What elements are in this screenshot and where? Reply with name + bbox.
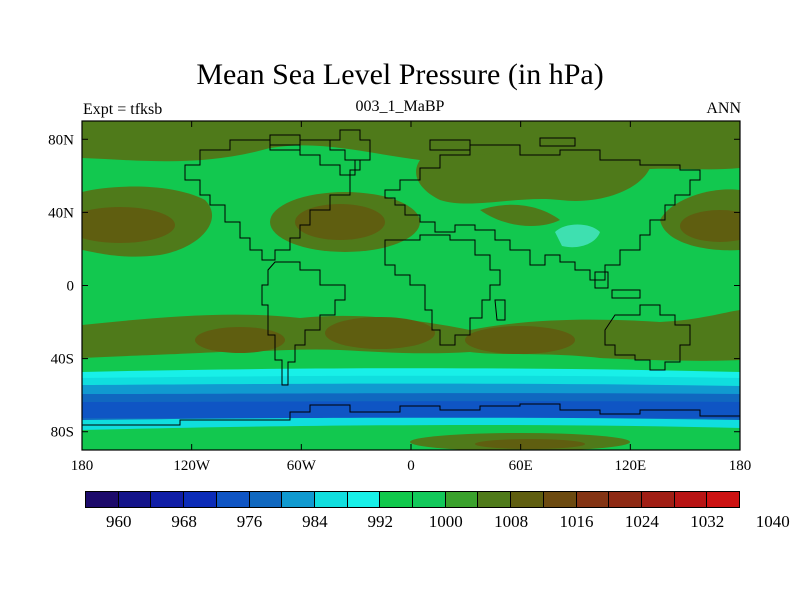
coastline-africa	[384, 234, 501, 346]
season-label: ANN	[706, 100, 741, 117]
colorbar-swatch	[249, 492, 283, 508]
colorbar-swatch	[347, 492, 381, 508]
y-tick-label: 80N	[48, 132, 74, 148]
field-south-pacific-core	[195, 327, 285, 353]
colorbar-swatch	[184, 492, 217, 508]
pressure-field-layer	[82, 121, 740, 450]
x-tick-label: 60E	[509, 458, 533, 474]
x-tick-label: 120W	[173, 458, 211, 474]
colorbar-swatch	[576, 492, 610, 508]
coastline-madagascar	[494, 299, 506, 321]
colorbar-label: 1000	[428, 512, 463, 531]
colorbar-label: 1032	[690, 512, 725, 531]
colorbar-swatch	[609, 492, 642, 508]
colorbar-label: 1040	[755, 512, 790, 531]
coastline-antarctica	[82, 403, 740, 426]
chart-title: Mean Sea Level Pressure (in hPa)	[196, 58, 604, 91]
x-tick-label: 0	[407, 458, 415, 474]
field-eurasian-high	[416, 153, 650, 204]
field-antarctic-core	[475, 439, 585, 449]
time-label: 003_1_MaBP	[355, 98, 445, 115]
experiment-label: Expt = tfksb	[83, 101, 163, 118]
coastline-eurasia	[384, 144, 701, 281]
colorbar-label: 992	[367, 512, 394, 531]
colorbar-swatch	[707, 492, 741, 508]
colorbar-label: 984	[302, 512, 328, 531]
x-tick-label: 120E	[614, 458, 646, 474]
axis-tick-labels: 180 120W 60W 0 60E 120E 180 80N 40N 0 40S 80S	[48, 132, 751, 474]
colorbar-swatch	[674, 492, 708, 508]
colorbar-swatch	[380, 492, 414, 508]
coastline-indonesia	[594, 271, 641, 299]
colorbar-label: 960	[105, 512, 132, 531]
coastline-greenland	[299, 129, 371, 176]
colorbar-swatch	[282, 492, 315, 508]
field-north-atlantic-core	[295, 204, 385, 240]
colorbar-swatch	[543, 492, 577, 508]
x-tick-label: 180	[729, 458, 752, 474]
y-tick-label: 0	[67, 279, 75, 295]
y-tick-label: 40S	[51, 352, 74, 368]
field-indian-ocean-core	[465, 326, 575, 354]
colorbar-swatch	[445, 492, 479, 508]
colorbar-swatch	[314, 492, 348, 508]
axis-ticks	[81, 121, 741, 450]
y-tick-label: 40N	[48, 205, 74, 221]
field-north-pacific-core	[82, 207, 175, 243]
colorbar-swatch	[511, 492, 544, 508]
colorbar-swatch	[216, 492, 250, 508]
coastlines	[82, 129, 740, 426]
y-tick-label: 80S	[51, 425, 74, 441]
field-south-atlantic-core	[325, 317, 435, 349]
x-tick-label: 180	[71, 458, 94, 474]
colorbar-swatch	[413, 492, 446, 508]
colorbar-swatch	[151, 492, 185, 508]
field-eurasian-core	[480, 204, 560, 226]
colorbar-swatch	[86, 492, 119, 508]
colorbar-swatch	[118, 492, 152, 508]
colorbar-swatch	[641, 492, 675, 508]
field-north-pacific-core-east	[680, 210, 740, 242]
coastline-arctic-islands	[269, 134, 576, 151]
colorbar-label: 1016	[559, 512, 594, 531]
coastline-south-america	[261, 261, 346, 386]
x-tick-label: 60W	[287, 458, 317, 474]
coastline-australia	[604, 304, 691, 371]
colorbar	[86, 492, 741, 508]
field-tibetan-low	[555, 224, 600, 248]
colorbar-label: 1008	[494, 512, 529, 531]
colorbar-label: 976	[236, 512, 263, 531]
field-trough-band-4	[82, 401, 740, 418]
colorbar-label: 1024	[624, 512, 659, 531]
colorbar-swatch	[478, 492, 512, 508]
colorbar-label: 968	[171, 512, 197, 531]
